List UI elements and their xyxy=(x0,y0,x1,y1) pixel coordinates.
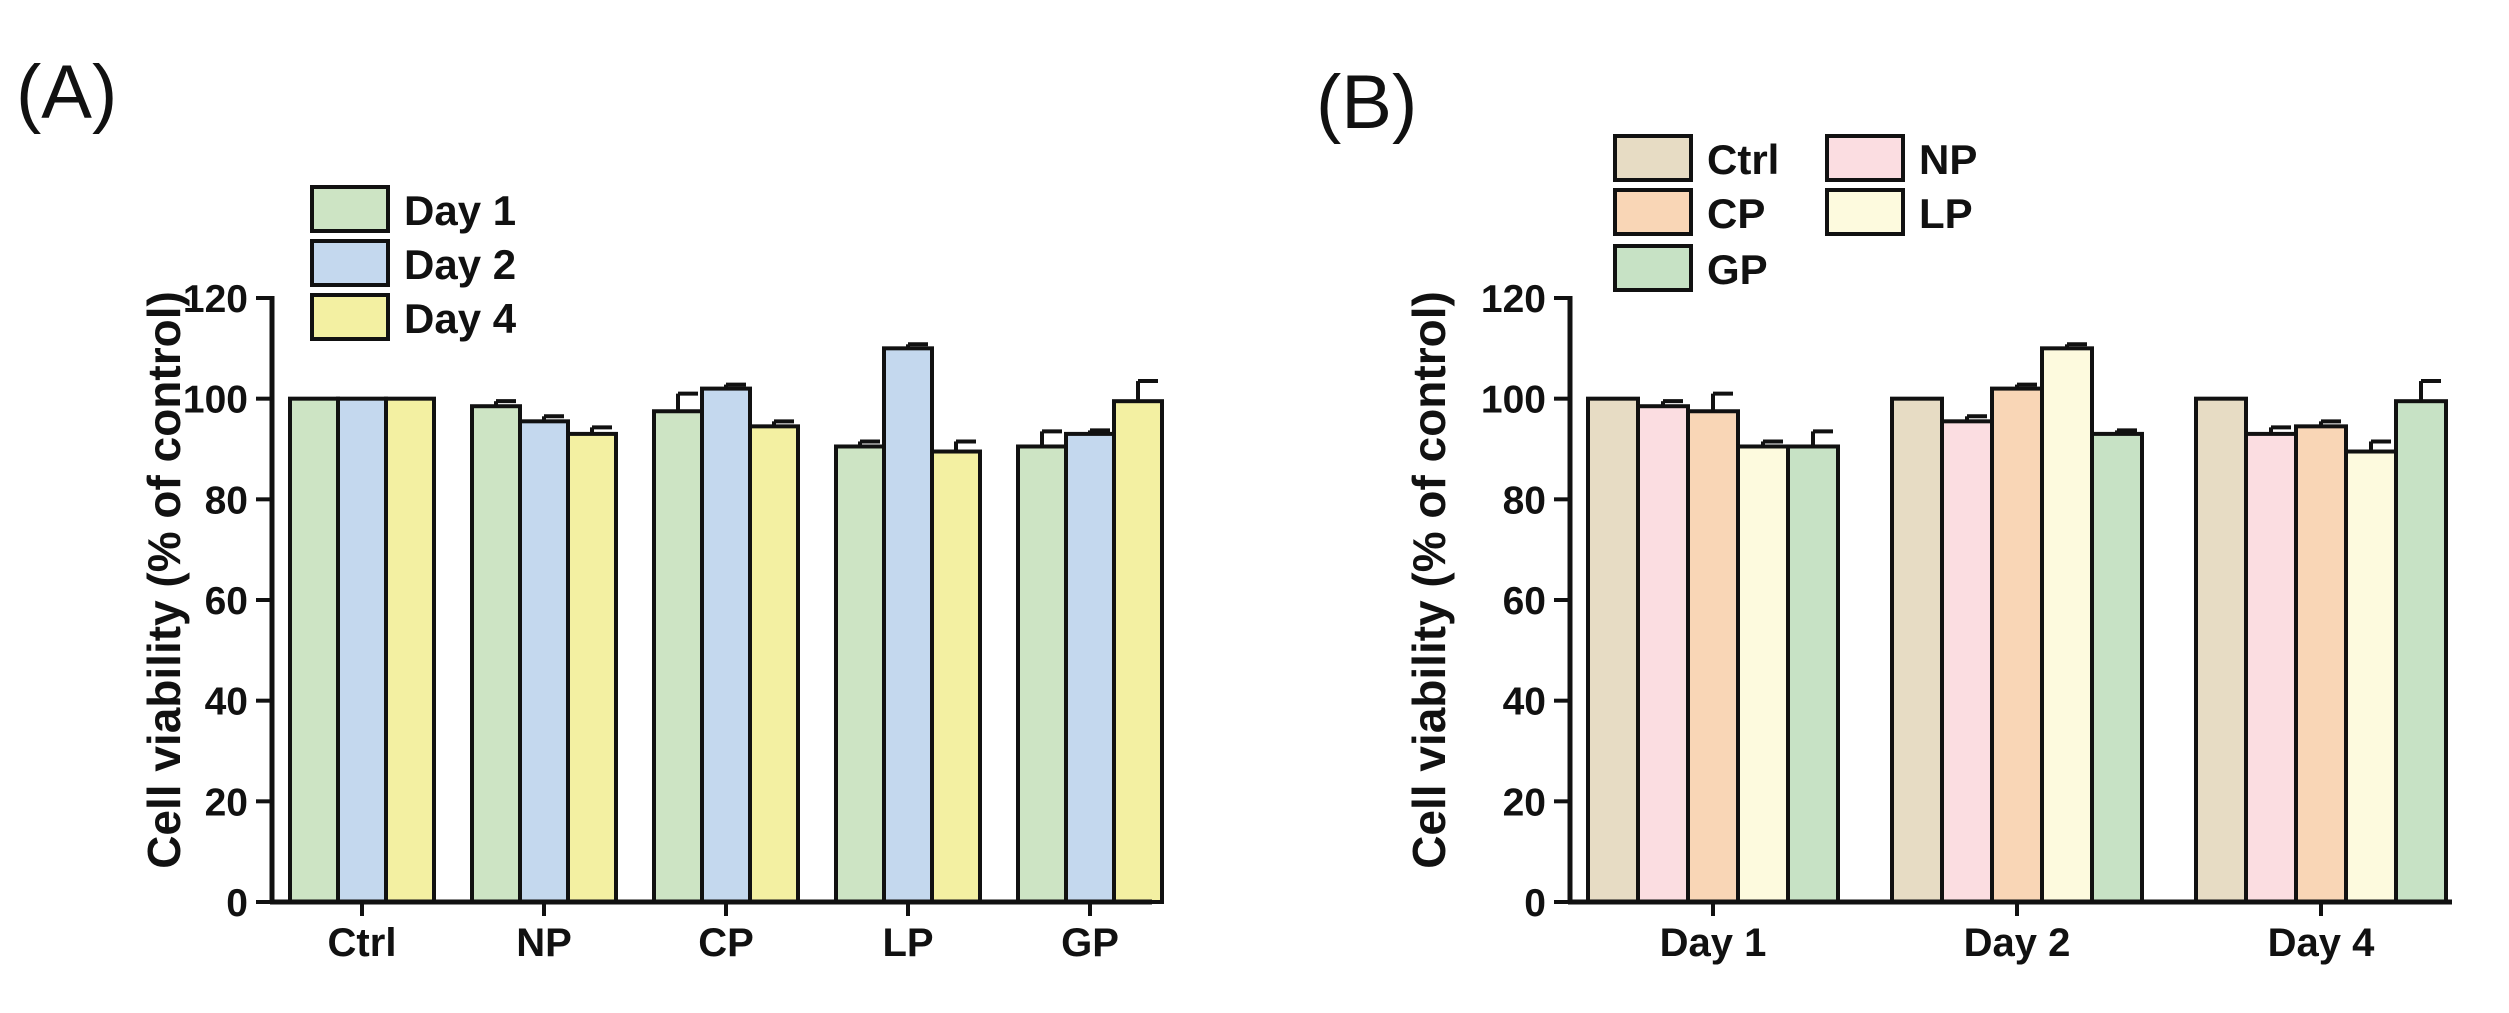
x-tick-label-day-4: Day 4 xyxy=(2268,921,2375,965)
y-tick-label-0: 0 xyxy=(226,882,248,925)
x-tick-label-np: NP xyxy=(516,921,572,965)
legend-label-np: NP xyxy=(1919,136,1977,183)
legend-swatch-day-2 xyxy=(310,239,390,287)
y-tick-label-40: 40 xyxy=(1503,681,1546,724)
bar-ctrl-day-4 xyxy=(384,396,436,904)
legend-label-gp: GP xyxy=(1707,246,1768,293)
bar-day-2-ctrl xyxy=(1890,396,1944,904)
bar-ctrl-day-1 xyxy=(288,396,340,904)
y-tick-label-100: 100 xyxy=(1481,379,1546,422)
bar-day-1-np xyxy=(1636,404,1690,904)
panel-a-label: (A) xyxy=(16,50,117,135)
bar-day-4-cp xyxy=(2294,424,2348,904)
y-tick-label-100: 100 xyxy=(183,379,248,422)
x-tick-label-cp: CP xyxy=(698,921,754,965)
y-tick-label-80: 80 xyxy=(205,479,248,522)
legend-label-lp: LP xyxy=(1919,190,1973,237)
bar-np-day-4 xyxy=(566,431,618,904)
panel-b-y-axis-title: Cell viability (% of control) xyxy=(1403,291,1455,869)
y-tick-label-60: 60 xyxy=(1503,580,1546,623)
panel-b-plot: Day 1 Day 2 Day 4 0 20 40 60 80 100 120 xyxy=(1481,278,2452,965)
legend-label-ctrl: Ctrl xyxy=(1707,136,1779,183)
bar-gp-day-2 xyxy=(1064,431,1116,904)
legend-swatch-lp xyxy=(1825,188,1905,236)
legend-swatch-np xyxy=(1825,134,1905,182)
y-tick-label-40: 40 xyxy=(205,681,248,724)
bar-day-4-lp xyxy=(2344,449,2398,904)
bar-day-1-cp xyxy=(1686,409,1740,904)
bar-day-2-lp xyxy=(2040,346,2094,905)
bar-day-2-np xyxy=(1940,419,1994,904)
bar-day-1-lp xyxy=(1736,444,1790,904)
y-tick-label-120: 120 xyxy=(183,278,248,321)
bar-lp-day-1 xyxy=(834,444,886,904)
y-tick-label-80: 80 xyxy=(1503,479,1546,522)
bar-day-4-np xyxy=(2244,431,2298,904)
bar-np-day-1 xyxy=(470,404,522,904)
bar-day-1-ctrl xyxy=(1586,396,1640,904)
bar-cp-day-4 xyxy=(748,424,800,904)
legend-swatch-gp xyxy=(1613,244,1693,292)
panel-a-y-axis-title: Cell viability (% of control) xyxy=(138,291,190,869)
bar-day-1-gp xyxy=(1786,444,1840,904)
x-tick-label-day-2: Day 2 xyxy=(1964,921,2071,965)
bar-lp-day-2 xyxy=(882,346,934,905)
bar-cp-day-1 xyxy=(652,409,704,904)
x-tick-label-ctrl: Ctrl xyxy=(328,921,397,965)
panel-b-legend: Ctrl NP CP LP GP xyxy=(1613,134,1977,293)
bar-ctrl-day-2 xyxy=(336,396,388,904)
legend-label-day-4: Day 4 xyxy=(404,295,517,342)
legend-swatch-ctrl xyxy=(1613,134,1693,182)
legend-label-day-1: Day 1 xyxy=(404,187,516,234)
legend-swatch-day-4 xyxy=(310,293,390,341)
y-tick-label-0: 0 xyxy=(1524,882,1546,925)
bar-lp-day-4 xyxy=(930,449,982,904)
bar-np-day-2 xyxy=(518,419,570,904)
bar-cp-day-2 xyxy=(700,386,752,905)
x-tick-label-gp: GP xyxy=(1061,921,1119,965)
y-tick-label-20: 20 xyxy=(1503,781,1546,824)
panel-a-legend: Day 1 Day 2 Day 4 xyxy=(310,185,517,342)
x-tick-label-lp: LP xyxy=(882,921,933,965)
bar-day-2-cp xyxy=(1990,386,2044,905)
bar-gp-day-4 xyxy=(1112,399,1164,904)
x-tick-label-day-1: Day 1 xyxy=(1660,921,1767,965)
panel-a-plot: Ctrl NP CP LP GP 0 20 40 60 80 100 120 xyxy=(183,278,1164,965)
bar-gp-day-1 xyxy=(1016,444,1068,904)
bar-day-2-gp xyxy=(2090,431,2144,904)
y-tick-label-60: 60 xyxy=(205,580,248,623)
legend-label-cp: CP xyxy=(1707,190,1765,237)
bar-day-4-ctrl xyxy=(2194,396,2248,904)
bar-day-4-gp xyxy=(2394,399,2448,904)
y-tick-label-120: 120 xyxy=(1481,278,1546,321)
panel-a: (A) Cell viability (% of control) Ctrl NP… xyxy=(16,50,1164,965)
legend-swatch-cp xyxy=(1613,188,1693,236)
panel-b-label: (B) xyxy=(1316,60,1417,145)
legend-swatch-day-1 xyxy=(310,185,390,233)
y-tick-label-20: 20 xyxy=(205,781,248,824)
legend-label-day-2: Day 2 xyxy=(404,241,516,288)
